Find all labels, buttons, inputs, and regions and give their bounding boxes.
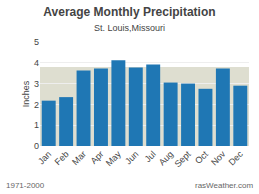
svg-text:Jun: Jun [123,149,140,166]
svg-text:Mar: Mar [70,149,88,167]
svg-text:Inches: Inches [21,80,31,107]
svg-text:Feb: Feb [53,149,71,167]
svg-text:0: 0 [34,141,39,151]
svg-text:1971-2000: 1971-2000 [6,181,45,190]
svg-text:Dec: Dec [226,149,245,168]
svg-text:Jan: Jan [36,149,53,166]
svg-text:Nov: Nov [209,149,228,168]
svg-text:4: 4 [34,58,39,68]
svg-text:1: 1 [34,120,39,130]
svg-text:2: 2 [34,100,39,110]
svg-text:Jul: Jul [143,149,158,164]
svg-text:Aug: Aug [157,149,175,167]
svg-text:rasWeather.com: rasWeather.com [195,181,253,190]
svg-text:3: 3 [34,79,39,89]
svg-text:Oct: Oct [193,149,210,166]
svg-text:Average Monthly PrecipitationS: Average Monthly PrecipitationSt. Louis,M… [43,5,215,34]
svg-text:Sept: Sept [172,149,193,170]
svg-text:5: 5 [34,37,39,47]
svg-text:Apr: Apr [89,149,106,166]
svg-text:May: May [104,149,123,168]
